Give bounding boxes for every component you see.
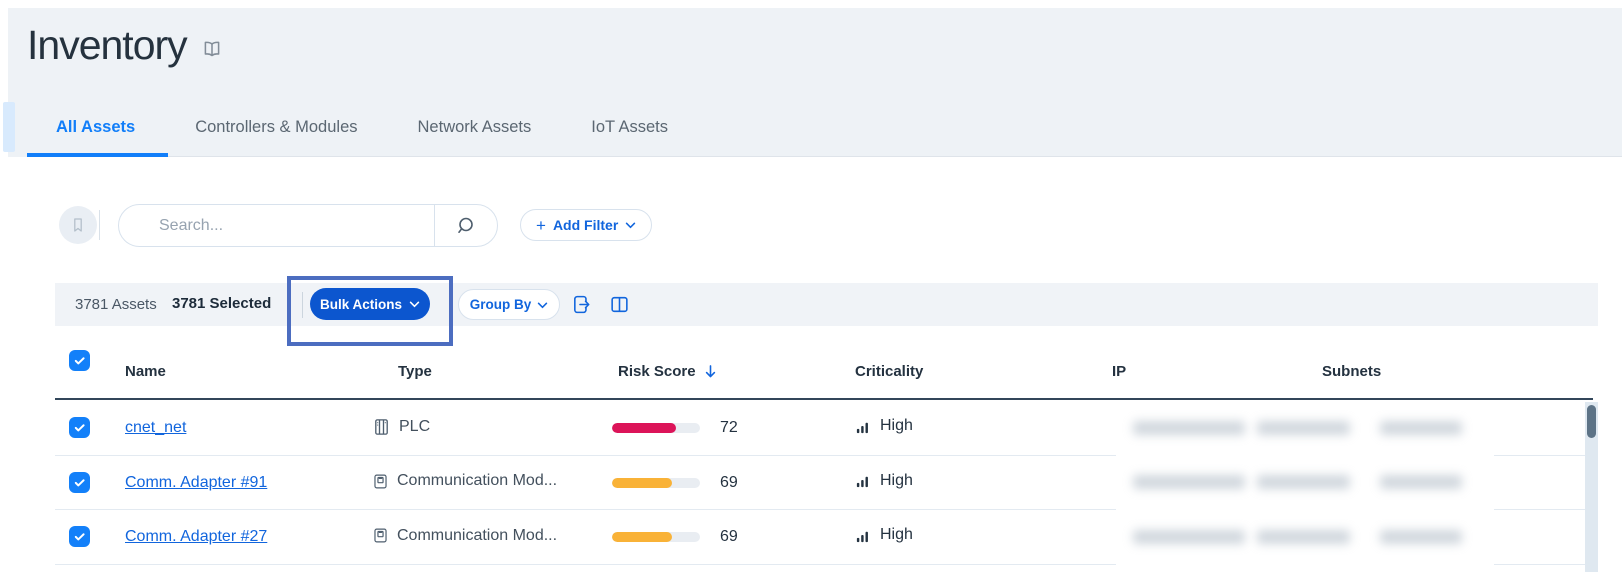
risk-score-value: 72: [720, 419, 738, 436]
risk-score-bar: [612, 532, 700, 542]
saved-filters-button[interactable]: [59, 206, 97, 244]
sort-desc-icon[interactable]: [704, 364, 717, 379]
checkbox-check-icon: [72, 353, 87, 368]
redacted-ip-blob: [1133, 530, 1245, 544]
criticality-bars-icon: [855, 472, 870, 489]
asset-type-cell: Communication Mod...: [372, 526, 557, 545]
redacted-ip-blob: [1133, 475, 1245, 489]
redacted-ip-blob: [1257, 475, 1350, 489]
redacted-subnet-blob: [1380, 421, 1462, 435]
tab-all-assets[interactable]: All Assets: [56, 118, 136, 136]
asset-name-link[interactable]: Comm. Adapter #27: [125, 528, 268, 545]
criticality-bars-icon: [855, 527, 870, 544]
criticality-cell: High: [855, 417, 913, 435]
bulk-actions-highlight-box: [287, 276, 453, 346]
active-tab-underline: [27, 153, 168, 157]
plc-icon: [372, 417, 391, 437]
checkbox-check-icon: [72, 529, 87, 544]
tab-bar: All Assets Controllers & Modules Network…: [56, 118, 668, 137]
risk-score-value: 69: [720, 528, 738, 545]
risk-score-bar: [612, 477, 700, 488]
redacted-ip-blob: [1257, 530, 1350, 544]
redacted-ip-subnets-region: [1116, 407, 1494, 572]
criticality-cell: High: [855, 526, 913, 544]
tab-network-assets[interactable]: Network Assets: [417, 118, 532, 136]
checkbox-check-icon: [72, 420, 87, 435]
chevron-down-icon: [625, 222, 636, 229]
book-icon: [201, 38, 223, 60]
add-filter-button[interactable]: + Add Filter: [520, 209, 653, 241]
columns-icon: [609, 294, 630, 315]
selected-count: 3781 Selected: [172, 295, 272, 312]
redacted-subnet-blob: [1380, 530, 1462, 544]
tab-controllers-modules[interactable]: Controllers & Modules: [195, 118, 358, 136]
redacted-ip-blob: [1257, 421, 1350, 435]
export-button[interactable]: [569, 293, 591, 315]
search-inner-divider: [434, 205, 435, 246]
column-header-type: Type: [398, 363, 432, 380]
asset-type-label: Communication Mod...: [397, 526, 558, 544]
risk-score-value: 69: [720, 473, 738, 491]
left-accent-strip: [3, 102, 15, 152]
vertical-scrollbar-thumb[interactable]: [1587, 405, 1596, 438]
toolbar-divider: [302, 292, 303, 318]
risk-bar-fill: [612, 532, 672, 542]
export-icon: [570, 294, 591, 315]
row-checkbox[interactable]: [69, 526, 90, 547]
criticality-label: High: [880, 526, 913, 543]
assets-count: 3781 Assets: [75, 296, 157, 313]
vertical-scrollbar-track[interactable]: [1585, 402, 1598, 572]
checkbox-check-icon: [72, 475, 87, 490]
tab-iot-assets[interactable]: IoT Assets: [591, 118, 668, 136]
chevron-down-icon: [537, 302, 548, 309]
chevron-down-icon: [409, 301, 420, 308]
column-header-ip: IP: [1112, 363, 1127, 380]
column-header-risk-score[interactable]: Risk Score: [618, 363, 717, 380]
risk-bar-fill: [612, 423, 677, 433]
search-box: [118, 204, 498, 247]
risk-score-bar: [612, 423, 700, 433]
search-icon[interactable]: [454, 215, 476, 237]
bulk-actions-button[interactable]: Bulk Actions: [310, 288, 430, 320]
asset-name-link[interactable]: cnet_net: [125, 419, 187, 436]
risk-bar-fill: [612, 477, 672, 488]
page-header-band: [8, 8, 1622, 157]
table-header: Name Type Risk Score Criticality IP Subn…: [55, 326, 1593, 400]
column-settings-button[interactable]: [608, 293, 630, 315]
column-header-criticality: Criticality: [855, 363, 924, 380]
row-checkbox[interactable]: [69, 417, 90, 438]
criticality-bars-icon: [855, 418, 870, 435]
select-all-checkbox[interactable]: [69, 350, 90, 371]
redacted-ip-blob: [1133, 421, 1245, 435]
asset-type-label: Communication Mod...: [397, 472, 558, 489]
criticality-label: High: [880, 417, 913, 434]
row-checkbox[interactable]: [69, 471, 90, 493]
criticality-label: High: [880, 471, 913, 489]
group-by-button[interactable]: Group By: [458, 289, 560, 320]
criticality-cell: High: [855, 472, 913, 490]
tabs-divider: [27, 156, 1622, 157]
search-input[interactable]: [159, 206, 429, 245]
plus-icon: +: [536, 215, 546, 235]
search-row-divider: [99, 210, 100, 240]
asset-type-cell: PLC: [372, 417, 430, 437]
page-title: Inventory: [27, 22, 188, 68]
asset-type-label: PLC: [399, 418, 431, 435]
module-icon: [372, 472, 389, 491]
column-header-subnets: Subnets: [1322, 363, 1382, 380]
redacted-subnet-blob: [1380, 475, 1462, 489]
column-header-name: Name: [125, 363, 166, 380]
asset-type-cell: Communication Mod...: [372, 472, 557, 491]
module-icon: [372, 526, 389, 545]
title-row: Inventory: [27, 22, 223, 69]
bookmark-icon: [70, 216, 86, 234]
asset-name-link[interactable]: Comm. Adapter #91: [125, 473, 268, 491]
